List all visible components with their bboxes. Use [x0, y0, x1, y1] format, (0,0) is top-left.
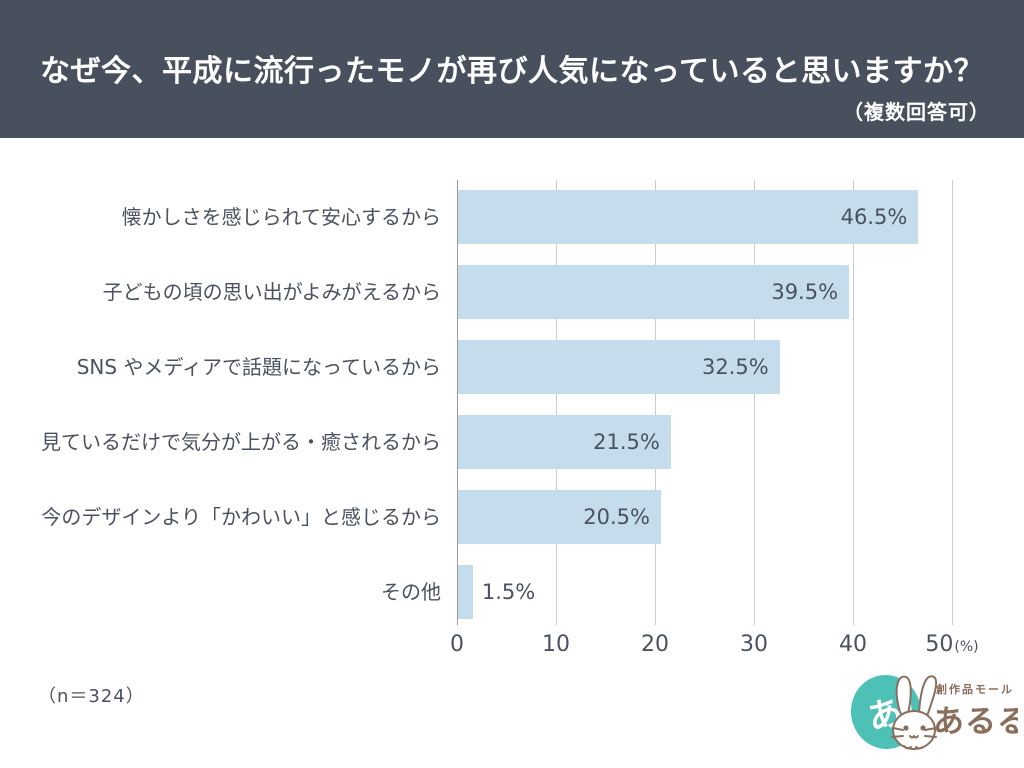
bar-row: 46.5%	[458, 190, 953, 244]
x-tick-label: 50(%)	[925, 632, 979, 657]
bar	[458, 265, 850, 319]
category-label: SNS やメディアで話題になっているから	[76, 355, 441, 379]
bar-value-label: 39.5%	[771, 280, 839, 304]
bar	[458, 490, 661, 544]
gridline	[754, 180, 755, 625]
x-tick-label: 0	[450, 632, 464, 657]
bar-value-label: 1.5%	[481, 580, 536, 604]
category-label: 見ているだけで気分が上がる・癒されるから	[41, 430, 441, 454]
logo-text-small: 創作品モール	[935, 682, 1014, 696]
x-tick-label: 10	[542, 632, 570, 657]
chart-subtitle: （複数回答可）	[843, 100, 990, 124]
gridline	[853, 180, 854, 625]
bar	[458, 565, 473, 619]
x-tick-label: 30	[740, 632, 768, 657]
plot-area: 0 10 20 30 40 50(%) 46.5% 39.5% 32.5% 21.5% 20.5% 1…	[450, 180, 979, 657]
bar-row: 1.5%	[458, 565, 953, 619]
bar-value-label: 21.5%	[593, 430, 660, 454]
sample-size-label: （n＝324）	[38, 686, 145, 707]
rabbit-icon	[891, 675, 938, 750]
brand-logo: あ! 創作品モール あるる	[848, 666, 1024, 762]
bar-row: 21.5%	[458, 415, 953, 469]
category-label: 子どもの頃の思い出がよみがえるから	[102, 280, 441, 304]
bar	[458, 340, 780, 394]
logo-graphic: あ! 創作品モール あるる	[850, 675, 1024, 750]
bar-value-label: 46.5%	[840, 205, 908, 229]
x-tick-label: 20	[641, 632, 669, 657]
gridline	[952, 180, 953, 625]
category-label: 今のデザインより「かわいい」と感じるから	[41, 505, 441, 529]
bar	[458, 415, 671, 469]
bar-row: 32.5%	[458, 340, 953, 394]
bar	[458, 190, 919, 244]
category-label: その他	[381, 580, 441, 604]
category-label: 懐かしさを感じられて安心するから	[121, 205, 441, 229]
bar-row: 39.5%	[458, 265, 953, 319]
bar-value-label: 20.5%	[583, 505, 650, 529]
chart-title: なぜ今、平成に流行ったモノが再び人気になっていると思いますか？	[40, 54, 984, 89]
x-axis-unit: (%)	[954, 639, 979, 655]
bar-value-label: 32.5%	[702, 355, 769, 379]
logo-text-large: あるる	[933, 704, 1018, 740]
bar-row: 20.5%	[458, 490, 953, 544]
header-band: なぜ今、平成に流行ったモノが再び人気になっていると思いますか？ （複数回答可）	[0, 0, 1024, 138]
y-axis-line	[457, 180, 458, 625]
gridline	[655, 180, 656, 625]
x-tick-label: 40	[839, 632, 867, 657]
gridline	[556, 180, 557, 625]
